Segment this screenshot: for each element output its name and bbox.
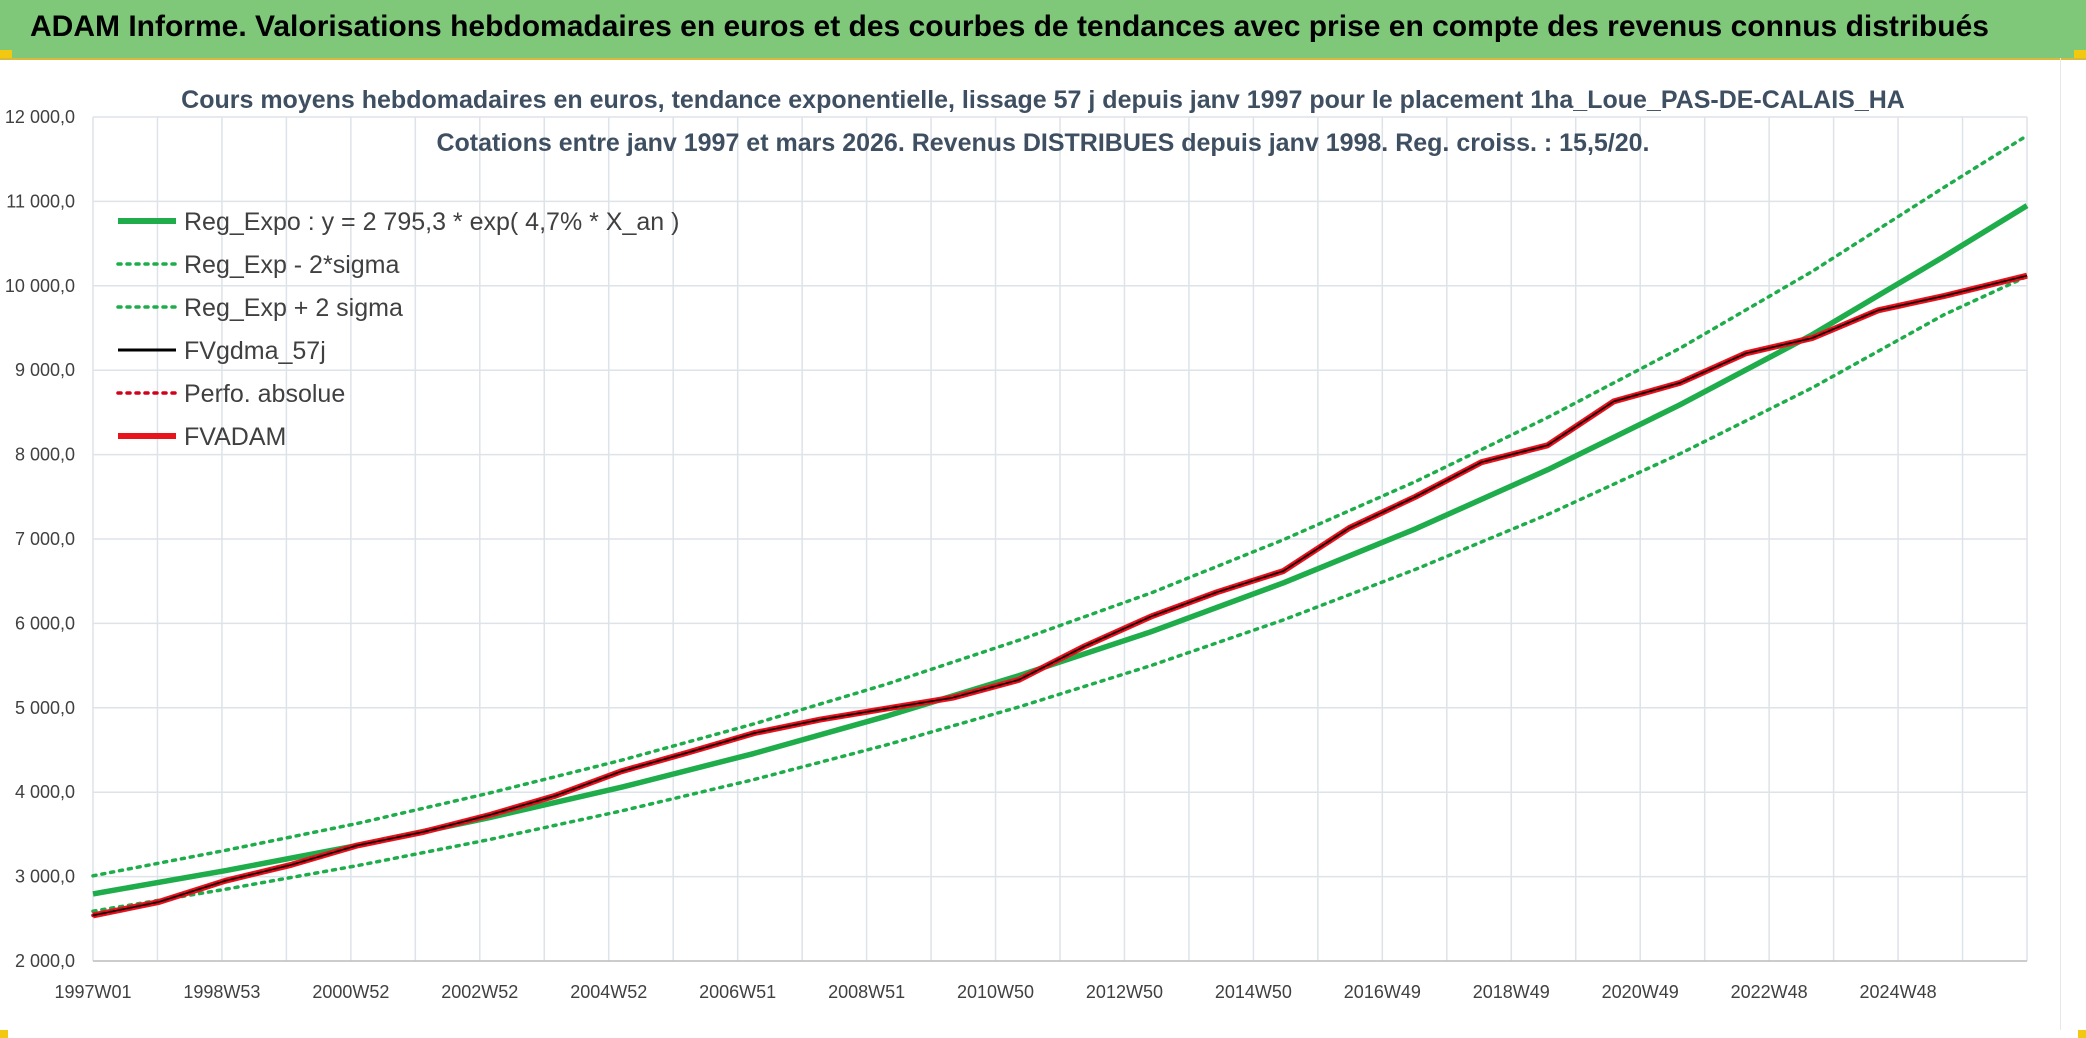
x-tick-label: 2024W48 (1860, 982, 1937, 1002)
legend-label: Reg_Exp + 2 sigma (184, 294, 403, 322)
banner-title: ADAM Informe. Valorisations hebdomadaire… (30, 10, 1989, 43)
series-line-3 (91, 133, 2029, 878)
x-tick-label: 2016W49 (1344, 982, 1421, 1002)
y-tick-label: 5 000,0 (15, 698, 75, 718)
y-tick-label: 2 000,0 (15, 951, 75, 971)
y-tick-label: 9 000,0 (15, 360, 75, 380)
legend-label: FVgdma_57j (184, 337, 326, 365)
x-tick-label: 2012W50 (1086, 982, 1163, 1002)
corner-mark-right (2074, 50, 2086, 58)
corner-mark-bottom-right (2078, 1030, 2086, 1038)
title-banner: ADAM Informe. Valorisations hebdomadaire… (0, 0, 2086, 60)
x-tick-label: 1997W01 (54, 982, 131, 1002)
y-axis-ticks: 2 000,0 3 000,0 4 000,0 5 000,0 6 000,0 7 000… (5, 107, 75, 971)
x-axis-ticks: 1997W01 1998W53 2000W52 2002W52 2004W52 2006W… (54, 982, 1936, 1002)
y-tick-label: 7 000,0 (15, 529, 75, 549)
x-tick-label: 1998W53 (183, 982, 260, 1002)
x-tick-label: 2018W49 (1473, 982, 1550, 1002)
x-tick-label: 2002W52 (441, 982, 518, 1002)
chart-series (91, 133, 2029, 919)
x-tick-label: 2008W51 (828, 982, 905, 1002)
corner-mark-bottom-left (0, 1030, 8, 1038)
series-line-2 (91, 274, 2029, 913)
chart-legend: Reg_Expo : y = 2 795,3 * exp( 4,7% * X_a… (116, 208, 679, 451)
legend-label: Reg_Exp - 2*sigma (184, 251, 399, 279)
x-tick-label: 2006W51 (699, 982, 776, 1002)
chart-frame-right (2060, 58, 2061, 1030)
x-tick-label: 2004W52 (570, 982, 647, 1002)
y-tick-label: 11 000,0 (6, 191, 75, 211)
chart-grid (92, 116, 2028, 962)
legend-label: Perfo. absolue (184, 380, 345, 408)
chart-subtitle: Cotations entre janv 1997 et mars 2026. … (436, 129, 1649, 157)
x-tick-label: 2010W50 (957, 982, 1034, 1002)
x-tick-label: 2020W49 (1602, 982, 1679, 1002)
chart-title: Cours moyens hebdomadaires en euros, ten… (181, 86, 1905, 114)
y-tick-label: 6 000,0 (15, 613, 75, 633)
x-tick-label: 2014W50 (1215, 982, 1292, 1002)
y-tick-label: 12 000,0 (5, 107, 75, 127)
y-tick-label: 10 000,0 (5, 276, 75, 296)
series-line-overlay (92, 274, 2028, 917)
legend-label: FVADAM (184, 423, 286, 451)
x-tick-label: 2022W48 (1731, 982, 1808, 1002)
x-tick-label: 2000W52 (312, 982, 389, 1002)
corner-mark-left (0, 50, 12, 58)
y-tick-label: 4 000,0 (15, 782, 75, 802)
legend-label: Reg_Expo : y = 2 795,3 * exp( 4,7% * X_a… (184, 208, 679, 236)
y-tick-label: 3 000,0 (15, 867, 75, 887)
y-tick-label: 8 000,0 (15, 445, 75, 465)
